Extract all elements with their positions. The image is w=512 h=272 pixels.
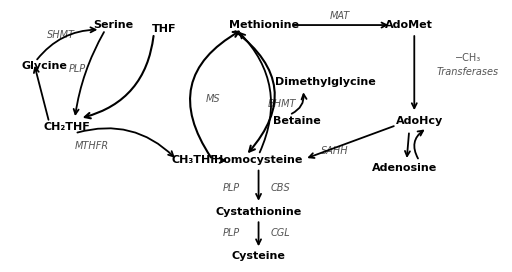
Text: Adenosine: Adenosine [371, 163, 437, 174]
Text: CGL: CGL [271, 228, 290, 238]
Text: Glycine: Glycine [21, 61, 67, 71]
Text: Transferases: Transferases [437, 67, 499, 77]
Text: CBS: CBS [271, 183, 290, 193]
Text: Serine: Serine [93, 20, 133, 30]
Text: MTHFR: MTHFR [75, 141, 109, 151]
Text: Betaine: Betaine [273, 116, 321, 126]
Text: Homocysteine: Homocysteine [215, 155, 303, 165]
Text: CH₂THF: CH₂THF [44, 122, 91, 132]
Text: BHMT: BHMT [267, 99, 296, 109]
Text: AdoMet: AdoMet [385, 20, 433, 30]
Text: Cystathionine: Cystathionine [216, 207, 302, 217]
Text: PLP: PLP [223, 228, 240, 238]
Text: Cysteine: Cysteine [231, 251, 286, 261]
Text: SAHH: SAHH [322, 146, 349, 156]
Text: AdoHcy: AdoHcy [396, 116, 443, 126]
Text: PLP: PLP [69, 64, 86, 74]
Text: THF: THF [152, 24, 176, 34]
Text: −CH₃: −CH₃ [455, 53, 481, 63]
Text: MS: MS [205, 94, 220, 104]
Text: Methionine: Methionine [229, 20, 298, 30]
Text: Dimethylglycine: Dimethylglycine [274, 77, 375, 87]
Text: PLP: PLP [223, 183, 240, 193]
Text: SHMT: SHMT [47, 30, 75, 39]
Text: CH₃THF: CH₃THF [172, 155, 218, 165]
Text: MAT: MAT [330, 11, 350, 21]
